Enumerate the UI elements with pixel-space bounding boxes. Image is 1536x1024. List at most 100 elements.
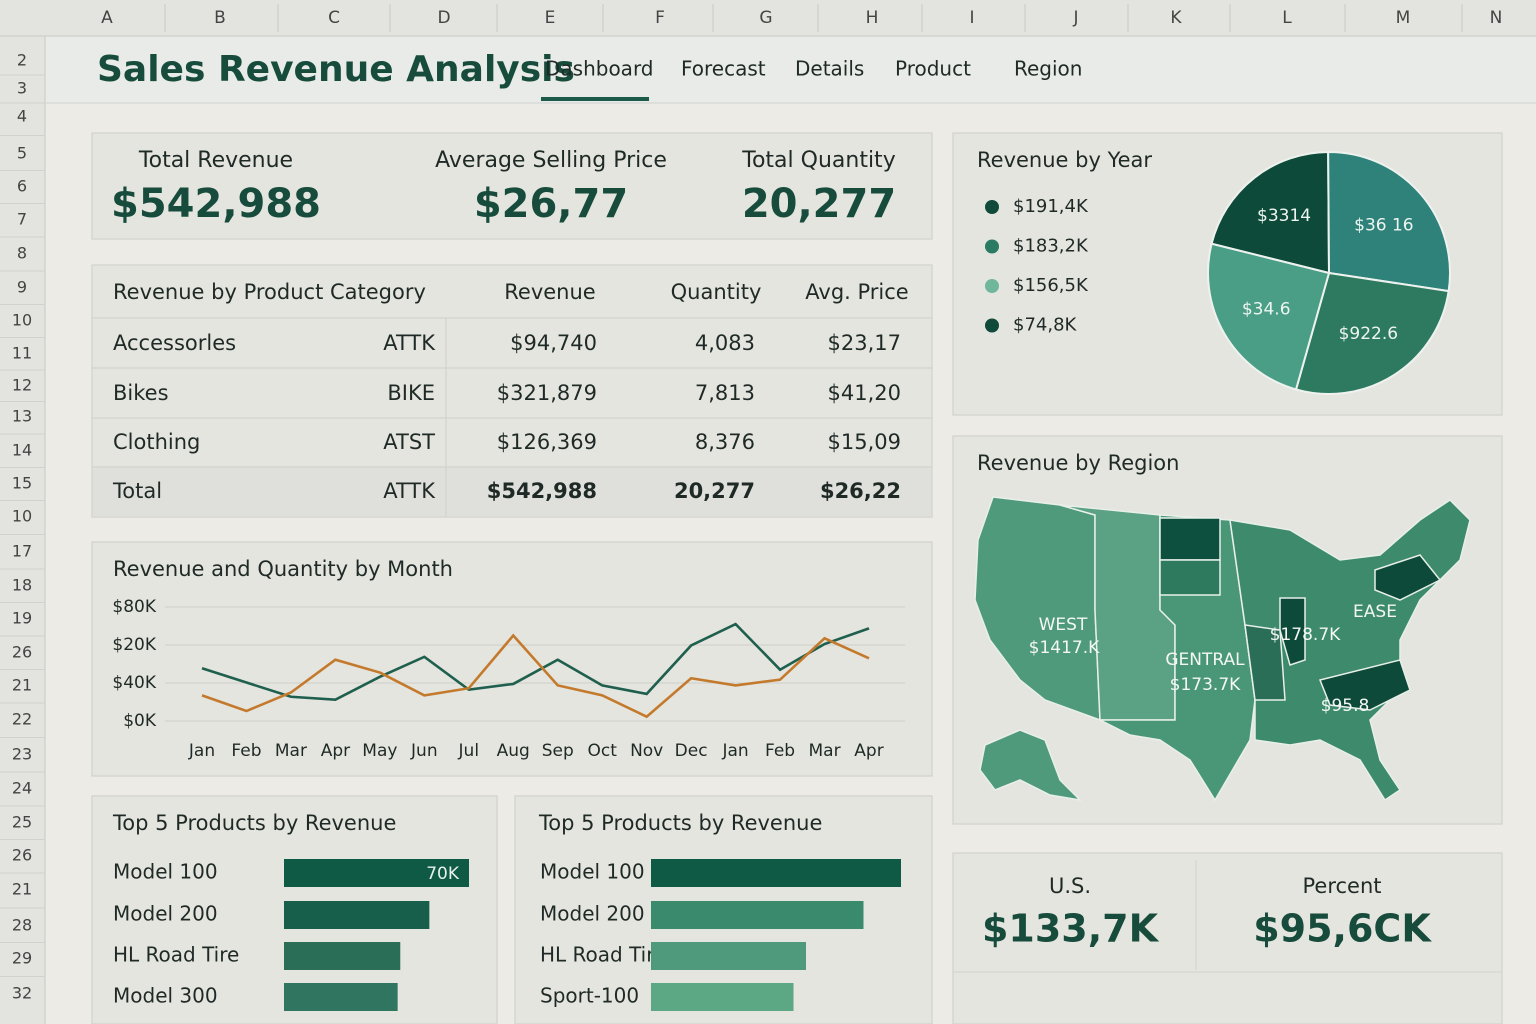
x-tick-label: Apr: [854, 741, 883, 761]
table-cell: $94,740: [510, 331, 597, 355]
row-header: 24: [12, 779, 32, 798]
table-cell: BIKE: [387, 381, 435, 405]
legend-swatch: [985, 318, 999, 333]
table-grid: [92, 317, 932, 517]
title-band: [46, 37, 1536, 103]
map-state: [1318, 659, 1411, 711]
legend-label: $74,8K: [1013, 315, 1078, 336]
table-cell: $15,09: [828, 430, 901, 454]
table-cell: ATST: [383, 430, 435, 454]
category-label: Model 300: [113, 984, 218, 1008]
tab[interactable]: Details: [795, 57, 864, 81]
map-label: $1417.K: [1029, 638, 1100, 658]
category-label: Model 100: [113, 860, 218, 884]
table-cell: ATTK: [383, 331, 436, 355]
column-header: H: [866, 8, 879, 28]
bar: [284, 901, 430, 929]
row-header: 15: [12, 474, 32, 493]
column-header: A: [101, 8, 113, 28]
tab[interactable]: Forecast: [681, 57, 766, 81]
map-labels: WEST $1417.K GENTRAL $173.7K $178.7K EASE $95.…: [1029, 602, 1397, 716]
line-series: [201, 633, 870, 719]
category-label: HL Road Tire: [540, 943, 666, 967]
slice-label: $922.6: [1339, 324, 1398, 344]
active-tab-underline: [541, 97, 649, 101]
tab[interactable]: Dashboard: [545, 57, 654, 81]
map-label: EASE: [1353, 602, 1397, 622]
column-header: L: [1282, 8, 1292, 28]
x-tick-label: Dec: [675, 741, 708, 761]
line-chart-panel: [91, 541, 933, 777]
x-tick-label: Feb: [231, 741, 261, 761]
table-cell: 4,083: [695, 331, 755, 355]
row-header: 13: [12, 407, 32, 426]
table-cell: $23,17: [828, 331, 901, 355]
table: Revenue by Product Category Revenue Quanti…: [112, 280, 909, 503]
row-header: 10: [12, 507, 32, 526]
bar: [651, 859, 901, 887]
x-tick-label: Jan: [188, 741, 215, 761]
column-header: D: [437, 8, 450, 28]
row-header: 21: [12, 880, 32, 899]
row-header: 5: [17, 144, 27, 163]
row-header: 18: [12, 576, 32, 595]
table-cell: $321,879: [497, 381, 597, 405]
column-header: N: [1490, 8, 1503, 28]
tabs: Dashboard Forecast Details Product Region: [545, 57, 1082, 81]
kpi-value: $26,77: [474, 181, 628, 227]
map-label: $173.7K: [1170, 675, 1241, 695]
y-tick-label: $80K: [112, 597, 156, 617]
legend-label: $191,4K: [1013, 196, 1089, 217]
row-header: 21: [12, 676, 32, 695]
kpi-value: $133,7K: [982, 907, 1160, 951]
x-tick-label: Nov: [630, 741, 663, 761]
x-tick-label: Aug: [497, 741, 530, 761]
kpi-label: Percent: [1302, 874, 1381, 898]
category-label: HL Road Tire: [113, 943, 239, 967]
legend-label: $156,5K: [1013, 275, 1089, 296]
row-header: 6: [17, 177, 27, 196]
tab[interactable]: Product: [895, 57, 971, 81]
pie-slice: [1210, 150, 1331, 275]
column-header: J: [1072, 8, 1078, 28]
kpi-label: U.S.: [1049, 874, 1091, 898]
row-header: 19: [12, 609, 32, 628]
row-header: 32: [12, 984, 32, 1003]
bar: [651, 983, 794, 1011]
column-header: K: [1170, 8, 1182, 28]
column-header: M: [1396, 8, 1411, 28]
chart-title: Revenue and Quantity by Month: [113, 557, 453, 581]
row-header: 7: [17, 210, 27, 229]
total-row-bg: [93, 467, 931, 516]
category-label: Sport-100: [540, 984, 639, 1008]
map-title: Revenue by Region: [977, 451, 1179, 475]
row-header: 17: [12, 542, 32, 561]
bar: [284, 942, 401, 970]
table-cell: $542,988: [487, 479, 597, 503]
kpi-panel: [91, 132, 933, 240]
legend-swatch: [985, 239, 999, 254]
row-header: 29: [12, 949, 32, 968]
y-tick-label: $0K: [123, 711, 157, 731]
row-header: 14: [12, 441, 32, 460]
map-state: [1159, 559, 1221, 596]
table-cell: 20,277: [674, 479, 755, 503]
table-cell: Bikes: [113, 381, 169, 405]
table-cell: $41,20: [828, 381, 901, 405]
map-label: WEST: [1039, 615, 1088, 635]
row-header: 4: [17, 107, 27, 126]
map-state: [1374, 554, 1442, 601]
x-tick-label: Mar: [808, 741, 840, 761]
tab[interactable]: Region: [1014, 57, 1082, 81]
row-header: 26: [12, 846, 32, 865]
column-header: E: [545, 8, 556, 28]
kpi-value: $95,6CK: [1253, 907, 1432, 951]
column-header: G: [759, 8, 772, 28]
kpi-value: $542,988: [111, 181, 321, 227]
dashboard-title: Sales Revenue Analysis: [97, 49, 575, 90]
slice-label: $34.6: [1242, 299, 1291, 319]
x-tick-label: Jun: [410, 741, 438, 761]
kpi-value: 20,277: [742, 181, 896, 227]
kpi-label: Total Revenue: [138, 148, 293, 173]
